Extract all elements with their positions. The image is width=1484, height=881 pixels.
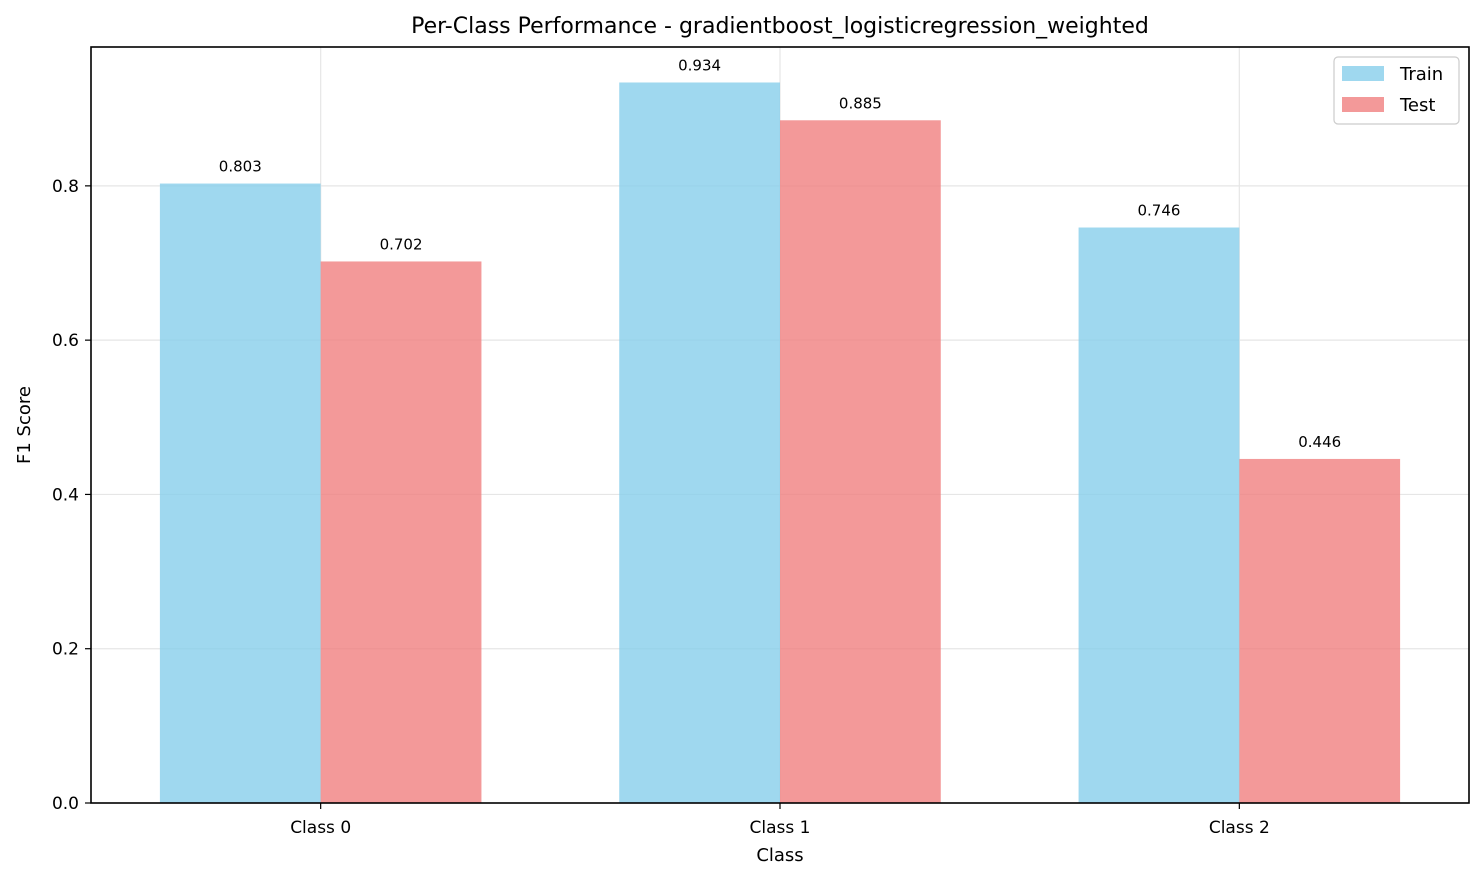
legend-swatch-train (1342, 66, 1384, 81)
data-label-train-1: 0.934 (678, 56, 721, 74)
legend-swatch-test (1342, 97, 1384, 112)
data-label-test-0: 0.702 (380, 235, 423, 253)
y-tick-label-1: 0.2 (52, 640, 79, 660)
bar-train-0 (159, 183, 321, 804)
data-labels: 0.803 0.934 0.746 0.702 0.885 0.446 (219, 56, 1341, 450)
x-tick-label-0: Class 0 (290, 818, 351, 838)
bars (159, 82, 1401, 804)
data-label-test-2: 0.446 (1298, 433, 1341, 451)
bar-test-0 (320, 261, 482, 803)
data-label-train-0: 0.803 (219, 158, 262, 176)
y-tick-label-2: 0.4 (52, 485, 79, 505)
y-tick-label-0: 0.0 (52, 794, 79, 814)
bar-test-1 (780, 120, 941, 804)
y-tick-label-3: 0.6 (52, 331, 79, 351)
x-tick-label-2: Class 2 (1209, 818, 1270, 838)
bar-test-2 (1239, 458, 1401, 803)
data-label-train-2: 0.746 (1137, 202, 1180, 220)
y-tick-label-4: 0.8 (52, 177, 79, 197)
x-axis-ticks: Class 0 Class 1 Class 2 (290, 803, 1270, 838)
bar-train-2 (1078, 227, 1240, 803)
legend-label-test: Test (1399, 95, 1435, 116)
bar-train-1 (619, 82, 780, 803)
chart-title: Per-Class Performance - gradientboost_lo… (411, 14, 1149, 39)
y-axis-label: F1 Score (14, 386, 35, 464)
legend: Train Test (1333, 56, 1460, 125)
data-label-test-1: 0.885 (839, 94, 882, 112)
x-axis-label: Class (756, 845, 803, 866)
x-tick-label-1: Class 1 (750, 818, 811, 838)
legend-label-train: Train (1399, 64, 1443, 85)
y-axis-ticks: 0.0 0.2 0.4 0.6 0.8 (52, 177, 91, 814)
